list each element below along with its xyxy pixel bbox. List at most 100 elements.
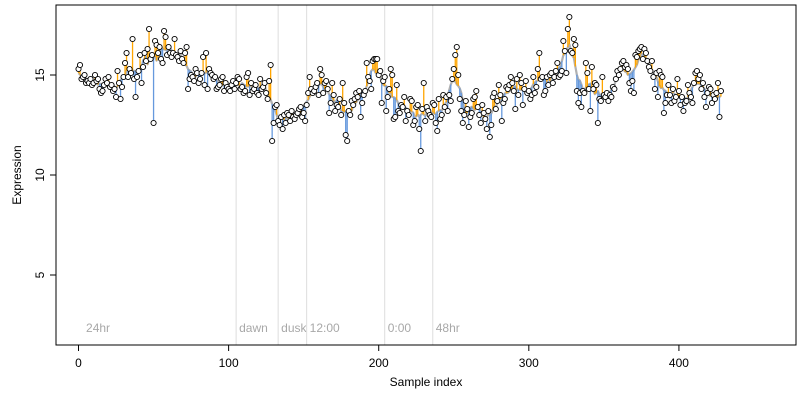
annotation-layer: 24hr dawn dusk 12:00 0:00 48hr [86,5,460,345]
data-point [689,99,696,107]
data-point [266,77,273,85]
data-point [444,107,451,115]
data-point [326,109,333,117]
data-point [81,71,88,79]
data-point [501,95,508,103]
data-point [117,95,124,103]
data-point [216,81,223,89]
data-point [666,91,673,99]
data-point [392,113,399,121]
data-point [552,67,559,75]
data-point [114,67,121,75]
data-point [702,103,709,111]
data-point [687,93,694,101]
data-point [366,77,373,85]
data-point [306,73,313,81]
data-point [204,85,211,93]
data-point [647,67,654,75]
data-point [408,97,415,105]
data-point [393,81,400,89]
data-point [471,93,478,101]
data-point [338,111,345,119]
data-point [405,111,412,119]
annotation-label-5: 48hr [436,321,460,335]
data-point [438,111,445,119]
data-point [648,57,655,65]
data-point [288,107,295,115]
data-point [669,85,676,93]
data-point [252,81,259,89]
data-point [665,81,672,89]
data-point [335,103,342,111]
data-point [456,95,463,103]
data-point [701,93,708,101]
data-point [633,53,640,61]
data-point [279,125,286,133]
data-point [588,63,595,71]
data-point [383,107,390,115]
data-point [350,101,357,109]
data-point [465,123,472,131]
x-tick-label: 100 [219,356,239,370]
data-point [446,91,453,99]
data-point [450,65,457,73]
data-point [581,89,588,97]
data-point [683,97,690,105]
data-point [341,99,348,107]
data-point [276,121,283,129]
data-point [459,119,466,127]
data-point [336,95,343,103]
data-point [461,111,468,119]
data-point [302,117,309,125]
data-point [531,89,538,97]
data-point [138,79,145,87]
data-point [564,25,571,33]
data-point [699,79,706,87]
data-point [464,105,471,113]
data-point [123,49,130,57]
data-point [144,45,151,53]
data-point [435,95,442,103]
data-point [516,71,523,79]
data-point [654,93,661,101]
data-point [363,59,370,67]
data-point [554,59,561,67]
data-point [708,99,715,107]
data-point [599,73,606,81]
data-point [711,95,718,103]
data-point [582,59,589,67]
data-point [572,41,579,49]
data-point [257,75,264,83]
data-point [704,89,711,97]
data-point [629,77,636,85]
data-point [201,81,208,89]
data-point [161,27,168,35]
data-point [347,111,354,119]
data-point [300,109,307,117]
data-point [246,91,253,99]
data-point [124,73,132,81]
data-point [615,71,622,79]
data-point [354,93,361,101]
data-point [630,89,637,97]
data-point [387,65,394,73]
data-point [680,107,687,115]
data-point [374,55,381,63]
data-point [87,75,94,83]
data-point [530,73,537,81]
x-tick-label: 300 [519,356,539,370]
data-point [255,91,262,99]
data-point [611,85,618,93]
data-point [399,103,406,111]
data-point [473,87,480,95]
data-point [368,85,375,93]
data-point [386,85,393,93]
data-point [264,95,271,103]
data-point [495,81,502,89]
data-point [422,117,429,125]
data-point [477,119,484,127]
data-point [462,97,469,105]
data-point [651,85,658,93]
data-point [342,131,349,139]
